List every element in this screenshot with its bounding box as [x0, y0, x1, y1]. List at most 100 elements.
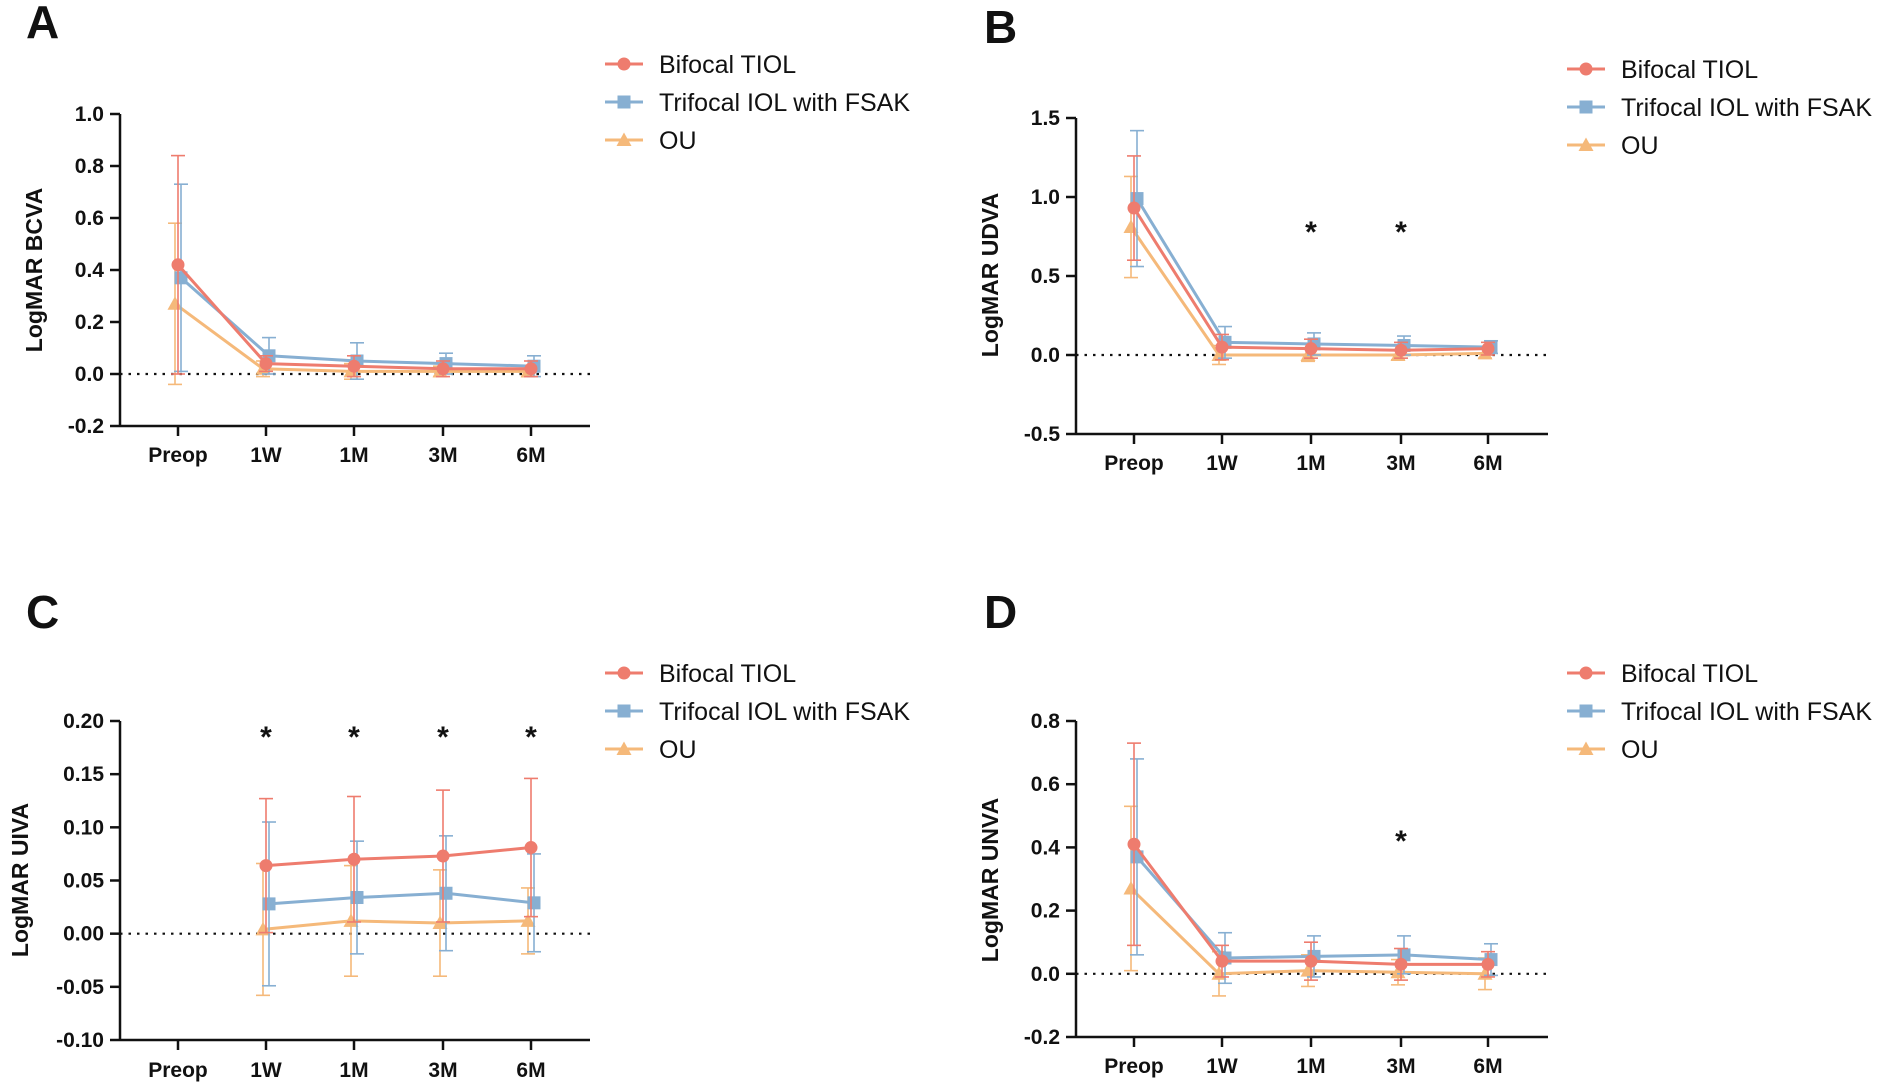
series-trifocal-iol-with-fsak: [262, 821, 541, 987]
series-ou: [1123, 175, 1493, 366]
data-point: [527, 896, 541, 910]
significance-asterisk: *: [348, 721, 360, 754]
data-point: [1215, 340, 1229, 354]
y-tick-label: 0.15: [63, 763, 104, 786]
data-point: [171, 258, 185, 272]
x-tick-label: Preop: [1104, 452, 1164, 475]
series-bifocal-tiol: [1127, 155, 1495, 361]
y-tick-label: 0.4: [75, 259, 105, 282]
data-point: [439, 886, 453, 900]
series-line: [176, 263, 531, 371]
y-tick-label: -0.2: [68, 415, 104, 438]
x-tick-label: Preop: [148, 444, 208, 467]
x-tick-label: Preop: [148, 1059, 208, 1082]
legend-label: Bifocal TIOL: [1621, 56, 1758, 84]
series-line: [262, 919, 529, 931]
y-axis-title: LogMAR BCVA: [21, 188, 47, 352]
data-point: [436, 362, 450, 376]
panel-letter: D: [984, 586, 1017, 638]
legend-marker: [616, 132, 632, 146]
legend-marker: [1579, 100, 1593, 114]
y-axis-title: LogMAR UIVA: [7, 803, 33, 957]
data-point: [347, 852, 361, 866]
data-point: [1215, 954, 1229, 968]
legend-label: Bifocal TIOL: [659, 51, 796, 79]
data-point: [259, 859, 273, 873]
x-tick-label: 3M: [428, 1059, 457, 1082]
panel-letter: B: [984, 1, 1017, 53]
x-tick-label: Preop: [1104, 1055, 1164, 1078]
y-tick-label: 0.10: [63, 816, 104, 839]
series-ou: [1123, 805, 1493, 997]
y-tick-label: 0.8: [75, 155, 105, 178]
data-point: [1394, 957, 1408, 971]
x-tick-label: 3M: [1386, 1055, 1415, 1078]
y-tick-label: 1.0: [75, 103, 104, 126]
legend-label: OU: [659, 736, 697, 764]
legend-marker: [1578, 137, 1594, 151]
data-point: [524, 841, 538, 855]
legend-label: OU: [1621, 132, 1659, 160]
series-line: [268, 891, 535, 906]
panel-a: A 1.0 0.8 0.6 0.4 0.2 0.0 -0.2 LogMAR BCVA Preop 1…: [21, 0, 910, 467]
legend-label: OU: [1621, 736, 1659, 764]
data-point: [1394, 343, 1408, 357]
significance-asterisk: *: [525, 721, 537, 754]
y-tick-label: 0.5: [1031, 265, 1061, 288]
series-trifocal-iol-with-fsak: [1130, 758, 1498, 985]
x-tick-label: 1M: [1296, 1055, 1325, 1078]
legend-marker: [617, 666, 631, 680]
significance-asterisk: *: [437, 721, 449, 754]
legend-label: Bifocal TIOL: [659, 660, 796, 688]
legend: Bifocal TIOL Trifocal IOL with FSAK OU: [1567, 56, 1872, 160]
y-axis-title: LogMAR UDVA: [977, 193, 1003, 357]
data-point: [1127, 837, 1141, 851]
panel-letter: A: [26, 0, 59, 48]
series-bifocal-tiol: [259, 777, 538, 934]
y-tick-label: 0.2: [75, 311, 104, 334]
x-tick-label: 1W: [1206, 452, 1238, 475]
legend-marker: [617, 704, 631, 718]
panel-letter: C: [26, 586, 59, 638]
series-ou: [255, 862, 536, 997]
y-tick-label: -0.10: [56, 1029, 104, 1052]
legend-marker: [1579, 62, 1593, 76]
legend-marker: [617, 95, 631, 109]
series-bifocal-tiol: [1127, 742, 1495, 981]
legend: Bifocal TIOL Trifocal IOL with FSAK OU: [1567, 660, 1872, 764]
significance-asterisk: *: [260, 721, 272, 754]
data-point: [1481, 957, 1495, 971]
y-tick-label: 0.00: [63, 923, 104, 946]
y-tick-label: -0.2: [1024, 1026, 1060, 1049]
data-point: [1304, 954, 1318, 968]
legend-label: Bifocal TIOL: [1621, 660, 1758, 688]
series-trifocal-iol-with-fsak: [174, 183, 541, 381]
data-point: [350, 891, 364, 905]
data-point: [262, 897, 276, 911]
y-tick-label: 0.6: [75, 207, 104, 230]
x-tick-label: 3M: [1386, 452, 1415, 475]
data-point: [347, 359, 361, 373]
legend-label: Trifocal IOL with FSAK: [1621, 94, 1872, 122]
significance-asterisk: *: [1395, 825, 1407, 858]
y-tick-label: 0.4: [1031, 836, 1061, 859]
panel-b: B 1.5 1.0 0.5 0.0 -0.5 LogMAR UDVA Preop 1W 1M 3M 6…: [977, 1, 1872, 475]
legend-marker: [1578, 741, 1594, 755]
y-axis-title: LogMAR UNVA: [977, 798, 1003, 962]
x-tick-label: 6M: [1473, 452, 1502, 475]
y-tick-label: 0.0: [1031, 963, 1060, 986]
series-line: [265, 846, 532, 868]
legend-marker: [1579, 666, 1593, 680]
legend-marker: [616, 741, 632, 755]
x-tick-label: 6M: [1473, 1055, 1502, 1078]
x-tick-label: 1W: [250, 1059, 282, 1082]
x-tick-label: 6M: [516, 444, 545, 467]
legend-marker: [617, 57, 631, 71]
legend: Bifocal TIOL Trifocal IOL with FSAK OU: [605, 51, 910, 155]
x-tick-label: 1W: [1206, 1055, 1238, 1078]
legend-marker: [1579, 704, 1593, 718]
legend-label: Trifocal IOL with FSAK: [659, 698, 910, 726]
y-tick-label: 0.0: [75, 363, 104, 386]
series-bifocal-tiol: [171, 154, 538, 378]
